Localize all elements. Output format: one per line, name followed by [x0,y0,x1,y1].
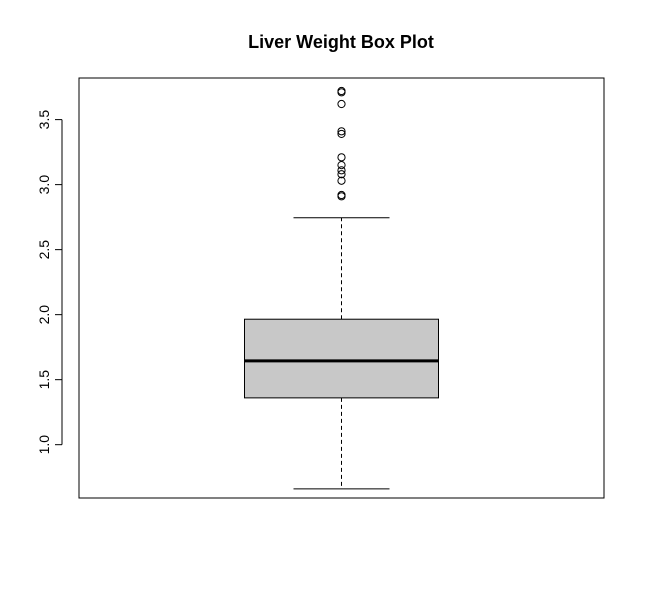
outlier-point [337,176,346,185]
plot-frame [78,77,605,499]
box-group [244,217,439,490]
y-tick-label: 3.0 [36,175,52,195]
interquartile-box [244,318,439,399]
outlier-point [337,166,346,175]
chart-title: Liver Weight Box Plot [248,32,434,52]
y-tick-label: 2.5 [36,240,52,260]
outlier-point [337,86,346,96]
y-tick-label: 1.5 [36,370,52,390]
outlier-point [337,153,346,162]
y-tick-label: 2.0 [36,305,52,325]
y-tick-label: 1.0 [36,435,52,455]
y-axis: 1.0 1.5 2.0 2.5 3.0 3.5 [36,110,63,455]
outlier-point [337,161,346,170]
outlier-point [337,170,346,179]
outlier-point [337,190,346,200]
outlier-point [337,127,346,136]
outlier-group [337,86,346,201]
outlier-point [337,129,346,139]
y-tick-label: 3.5 [36,110,52,130]
outlier-point [337,99,346,109]
